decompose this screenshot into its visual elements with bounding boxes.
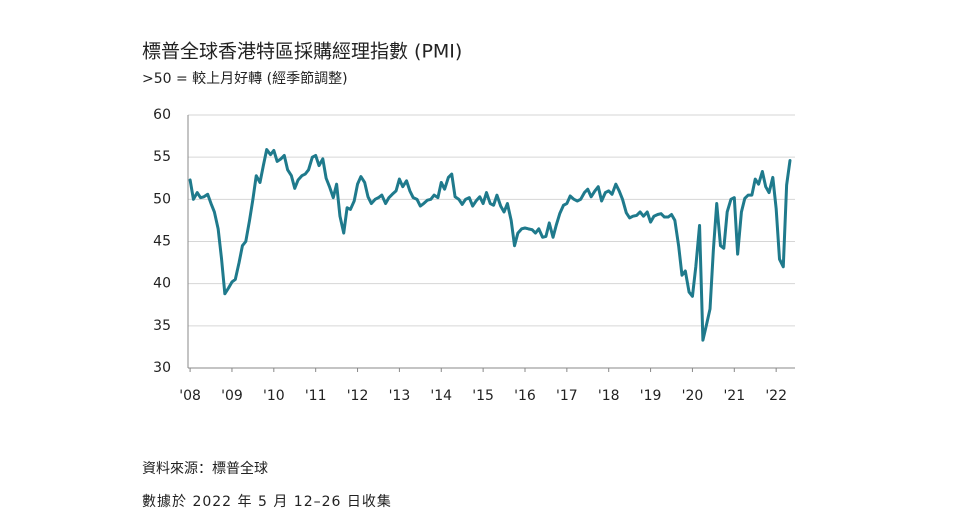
x-tick-label: '17 (556, 388, 578, 404)
y-tick-label: 50 (153, 191, 171, 207)
x-tick-label: '20 (682, 388, 704, 404)
note: 數據於 2022 年 5 月 12–26 日收集 (142, 493, 392, 510)
x-tick-label: '22 (765, 388, 787, 404)
y-tick-label: 45 (153, 234, 171, 250)
y-tick-label: 55 (153, 149, 171, 165)
x-tick-label: '18 (598, 388, 620, 404)
chart-title: 標普全球香港特區採購經理指數 (PMI) (142, 41, 462, 63)
y-tick-label: 35 (153, 318, 171, 334)
x-tick-label: '19 (640, 388, 662, 404)
x-tick-label: '21 (723, 388, 745, 404)
source: 資料來源：標普全球 (142, 460, 268, 477)
x-tick-label: '11 (305, 388, 327, 404)
x-tick-label: '08 (179, 388, 201, 404)
x-tick-label: '13 (389, 388, 411, 404)
y-tick-label: 30 (153, 360, 171, 376)
y-tick-label: 40 (153, 276, 171, 292)
x-tick-label: '10 (263, 388, 285, 404)
x-tick-label: '15 (472, 388, 494, 404)
x-tick-label: '09 (221, 388, 243, 404)
x-tick-label: '12 (347, 388, 369, 404)
x-tick-label: '14 (430, 388, 452, 404)
chart-subtitle: >50 = 較上月好轉 (經季節調整) (142, 70, 348, 87)
pmi-line (188, 148, 792, 342)
x-tick-label: '16 (514, 388, 536, 404)
y-tick-label: 60 (153, 107, 171, 123)
